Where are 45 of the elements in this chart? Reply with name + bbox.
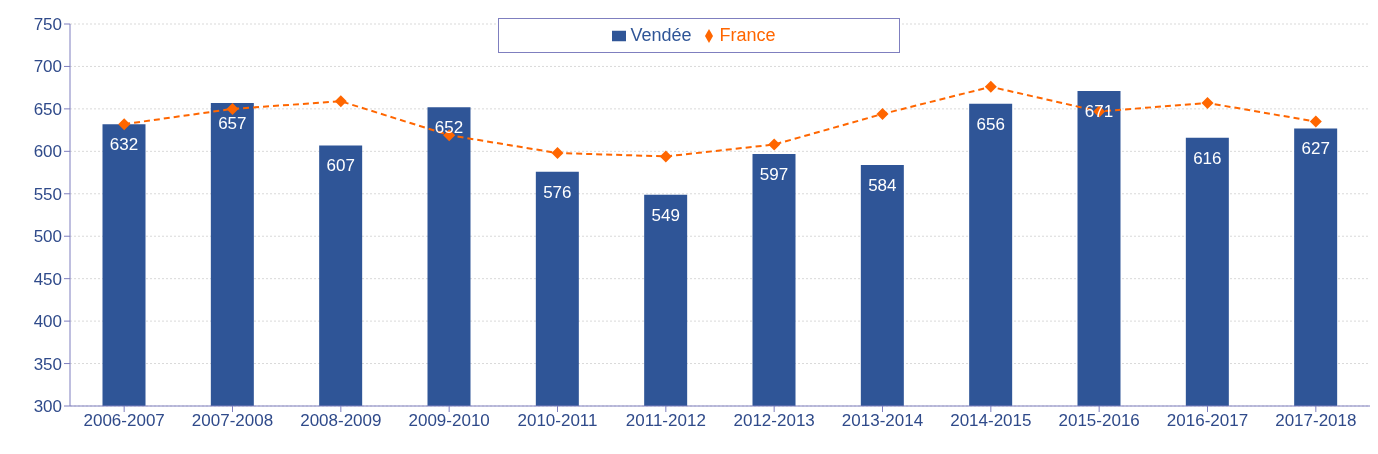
data-label: 657	[218, 114, 247, 134]
y-tick-label: 700	[33, 57, 62, 77]
point	[551, 147, 564, 160]
y-tick-label: 750	[33, 15, 62, 35]
data-label: 632	[109, 135, 139, 155]
data-label: 616	[1193, 148, 1222, 168]
y-tick-label: 550	[33, 184, 62, 204]
point	[659, 150, 672, 163]
x-tick-label: 2007-2008	[191, 411, 274, 431]
point	[226, 102, 239, 115]
x-tick-label: 2015-2016	[1058, 411, 1140, 431]
data-label: 607	[326, 156, 355, 176]
x-tick-label: 2016-2017	[1166, 411, 1249, 431]
legend-label: France	[719, 25, 776, 45]
point	[876, 107, 889, 120]
x-tick-label: 2009-2010	[408, 411, 490, 431]
x-tick-label: 2010-2011	[517, 411, 598, 431]
x-tick-label: 2012-2013	[733, 411, 815, 431]
point	[984, 80, 997, 93]
data-label: 576	[543, 182, 572, 202]
point	[118, 118, 131, 131]
legend-label: Vendée	[630, 25, 692, 45]
x-tick-label: 2011-2012	[625, 411, 706, 431]
y-tick-label: 300	[33, 397, 62, 417]
data-label: 652	[434, 118, 464, 138]
y-tick-label: 650	[33, 99, 62, 119]
x-tick-label: 2014-2015	[950, 411, 1032, 431]
data-label: 597	[759, 164, 789, 184]
data-label: 627	[1301, 139, 1330, 159]
y-tick-label: 500	[33, 227, 62, 247]
y-tick-label: 350	[33, 354, 62, 374]
x-tick-label: 2008-2009	[300, 411, 382, 431]
data-label: 549	[651, 205, 680, 225]
data-label: 656	[976, 114, 1005, 134]
point	[768, 138, 781, 151]
x-tick-label: 2006-2007	[83, 411, 165, 431]
point	[334, 95, 347, 108]
y-tick-label: 400	[33, 312, 62, 332]
y-tick-label: 600	[33, 142, 62, 162]
point	[1201, 96, 1214, 109]
x-tick-label: 2017-2018	[1275, 411, 1357, 431]
y-tick-label: 450	[33, 269, 62, 289]
x-tick-label: 2013-2014	[841, 411, 924, 431]
data-label: 584	[868, 175, 897, 195]
point	[1309, 115, 1322, 128]
